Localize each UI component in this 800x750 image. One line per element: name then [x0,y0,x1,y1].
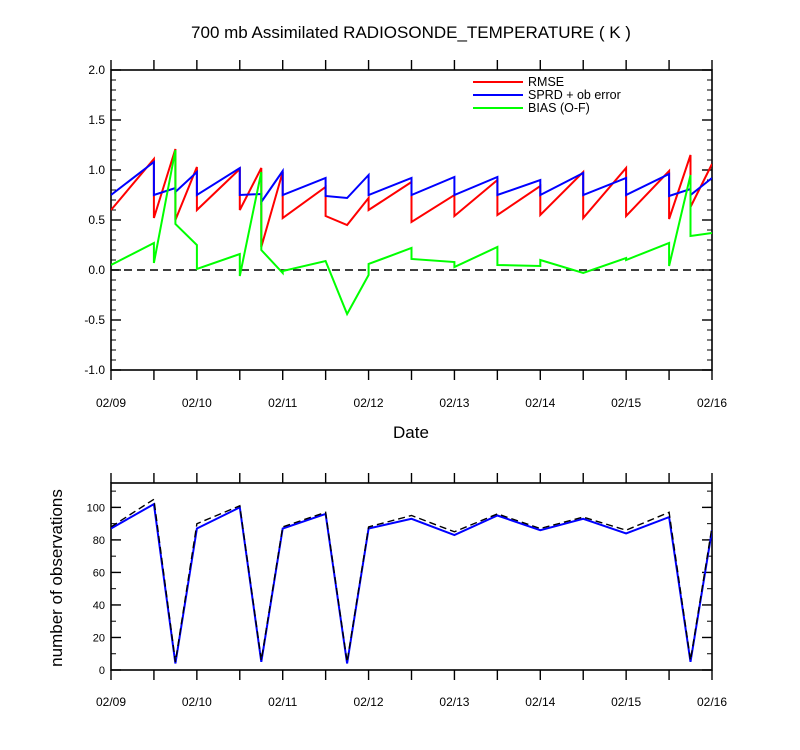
x-tick-label: 02/10 [182,396,212,410]
x-tick-label: 02/15 [611,695,641,709]
legend-label: BIAS (O-F) [528,101,590,115]
y-tick-label: 0.0 [88,263,105,277]
x-tick-label: 02/10 [182,695,212,709]
series-line-used [111,502,712,664]
y-tick-label: 100 [87,502,105,514]
series-line-sprd-ob-error [111,159,712,206]
x-tick-label: 02/14 [525,396,555,410]
y-axis-label: number of observations [47,489,66,667]
y-tick-label: 40 [93,600,105,612]
x-tick-label: 02/14 [525,695,555,709]
x-tick-label: 02/13 [439,695,469,709]
legend-label: SPRD + ob error [528,88,621,102]
y-tick-label: 20 [93,632,105,644]
x-tick-label: 02/16 [697,695,727,709]
y-tick-label: 2.0 [88,63,105,77]
x-tick-label: 02/12 [354,695,384,709]
legend-label: RMSE [528,75,564,89]
x-tick-label: 02/16 [697,396,727,410]
x-tick-label: 02/15 [611,396,641,410]
y-tick-label: -0.5 [84,313,105,327]
bottom-chart: 0 20 40 60 80 100 02/09 02/10 02/11 02/12 02/13 02/… [87,473,727,709]
y-tick-label: 0 [99,665,105,677]
top-chart: -1.0 -0.5 0.0 0.5 1.0 1.5 2.0 02/09 02/10 02/11 02… [84,60,727,410]
y-tick-label: 1.5 [88,113,105,127]
y-tick-label: 0.5 [88,213,105,227]
y-tick-label: -1.0 [84,363,105,377]
series-line-bias-o-f [111,149,712,317]
series-line-possible [111,498,712,663]
y-tick-label: 60 [93,567,105,579]
x-tick-label: 02/12 [354,396,384,410]
x-tick-label: 02/11 [268,396,297,410]
x-tick-label: 02/13 [439,396,469,410]
x-tick-label: 02/09 [96,695,126,709]
x-tick-label: 02/09 [96,396,126,410]
x-tick-label: 02/11 [268,695,297,709]
chart-title: 700 mb Assimilated RADIOSONDE_TEMPERATUR… [191,23,631,42]
y-tick-label: 80 [93,535,105,547]
plot-frame [110,482,713,671]
series-line-rmse [111,148,712,248]
y-tick-label: 1.0 [88,163,105,177]
x-axis-label: Date [393,423,429,442]
